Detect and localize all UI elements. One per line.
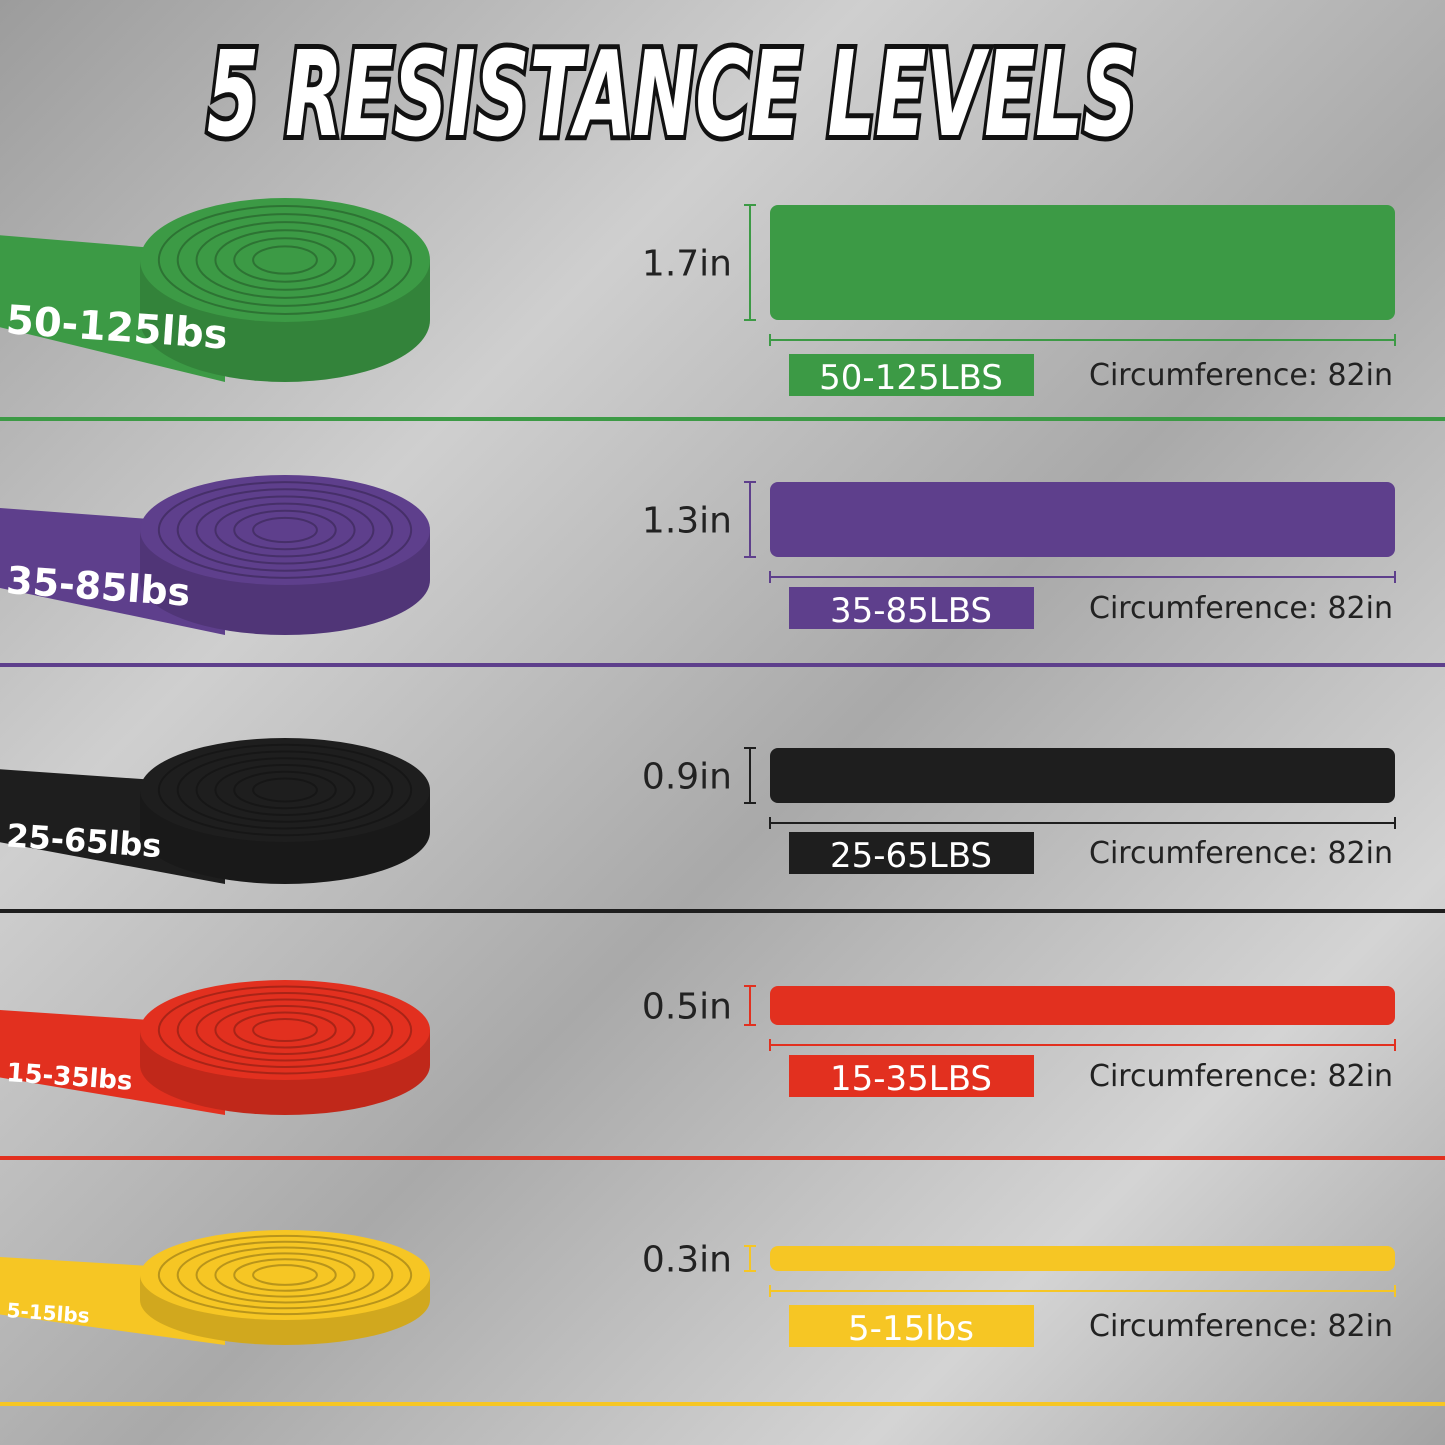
coil-ring xyxy=(157,985,413,1075)
coil-ring xyxy=(214,502,356,558)
coil-top xyxy=(140,198,430,322)
band-bar xyxy=(770,205,1395,320)
coil-ring xyxy=(214,1252,356,1298)
circumference: Circumference: 82in xyxy=(1089,358,1393,393)
band-coil: 25-65lbs xyxy=(0,738,430,884)
band-coil: 15-35lbs xyxy=(0,980,430,1115)
badge-label: 5-15lbs xyxy=(848,1309,974,1349)
coil-ring xyxy=(195,221,375,299)
circumference: Circumference: 82in xyxy=(1089,1059,1393,1094)
coil-top xyxy=(140,1230,430,1320)
coil-ring xyxy=(252,245,318,275)
circumference: Circumference: 82in xyxy=(1089,1309,1393,1344)
coil-ring xyxy=(176,992,394,1068)
separator xyxy=(0,663,1445,667)
coil-ring xyxy=(214,229,356,291)
coil-ring xyxy=(252,777,318,803)
coil-ring xyxy=(157,743,413,837)
badge-label: 15-35LBS xyxy=(830,1059,992,1099)
separator xyxy=(0,1402,1445,1406)
band-bar xyxy=(770,748,1395,803)
width-label: 1.7in xyxy=(642,244,732,285)
coil-ring xyxy=(233,237,337,283)
coil-ring xyxy=(157,481,413,579)
separator xyxy=(0,417,1445,421)
width-label: 0.5in xyxy=(642,987,732,1028)
band-coil: 5-15lbs xyxy=(0,1230,430,1345)
coil-label: 5-15lbs xyxy=(6,1298,91,1328)
width-label: 0.9in xyxy=(642,757,732,798)
coil-ring xyxy=(195,495,375,565)
badge-label: 50-125LBS xyxy=(819,358,1003,398)
coil-ring xyxy=(214,1005,356,1055)
coil-ring xyxy=(176,750,394,830)
coil-top xyxy=(140,475,430,585)
circumference: Circumference: 82in xyxy=(1089,591,1393,626)
coil-ring xyxy=(252,1018,318,1042)
coil-ring xyxy=(233,770,337,810)
band-bar xyxy=(770,482,1395,557)
separator xyxy=(0,1156,1445,1160)
width-label: 1.3in xyxy=(642,501,732,542)
coil-ring xyxy=(252,1264,318,1286)
band-bar xyxy=(770,986,1395,1025)
coil-ring xyxy=(195,757,375,823)
badge-bg xyxy=(789,1305,1034,1347)
badge-label: 25-65LBS xyxy=(830,836,992,876)
coil-ring xyxy=(176,213,394,307)
coil-ring xyxy=(176,1240,394,1310)
coil-ring xyxy=(214,764,356,816)
badge-bg xyxy=(789,1055,1034,1097)
band-coil: 50-125lbs xyxy=(0,198,430,382)
badge-bg xyxy=(789,832,1034,874)
coil-top xyxy=(140,738,430,842)
separator xyxy=(0,909,1445,913)
coil-ring xyxy=(233,1011,337,1049)
width-label: 0.3in xyxy=(642,1240,732,1281)
circumference: Circumference: 82in xyxy=(1089,836,1393,871)
badge-bg xyxy=(789,354,1034,396)
coil-ring xyxy=(176,488,394,572)
title: 5 RESISTANCE LEVELS xyxy=(207,25,1137,163)
coil-top xyxy=(140,980,430,1080)
coil-ring xyxy=(233,509,337,551)
coil-ring xyxy=(157,205,413,315)
coil-ring xyxy=(195,998,375,1062)
coil-ring xyxy=(195,1246,375,1304)
band-coil: 35-85lbs xyxy=(0,475,430,635)
band-bar xyxy=(770,1246,1395,1271)
coil-ring xyxy=(252,516,318,544)
badge-bg xyxy=(789,587,1034,629)
coil-ring xyxy=(233,1258,337,1292)
coil-ring xyxy=(157,1234,413,1316)
badge-label: 35-85LBS xyxy=(830,591,992,631)
